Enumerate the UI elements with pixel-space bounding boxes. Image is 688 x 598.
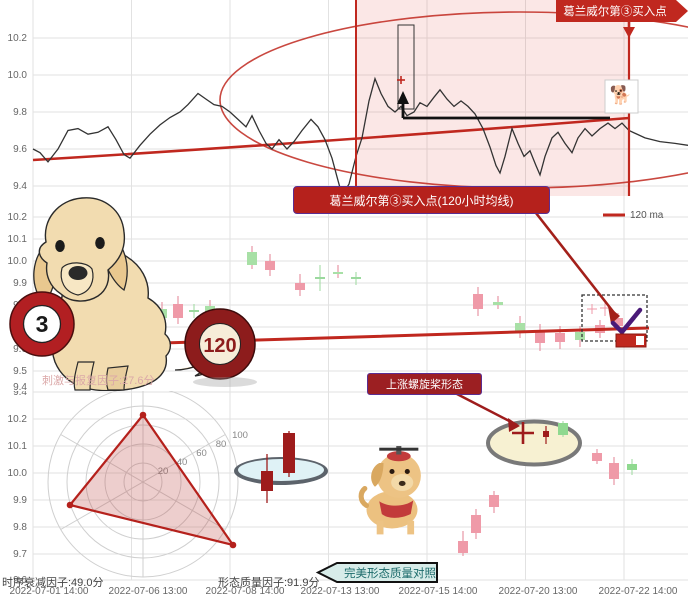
svg-text:葛兰威尔第③买入点: 葛兰威尔第③买入点	[563, 4, 667, 18]
svg-text:形态质量因子:91.9分: 形态质量因子:91.9分	[218, 576, 319, 589]
svg-text:100: 100	[232, 430, 248, 441]
svg-text:10.0: 10.0	[8, 256, 28, 267]
svg-text:10.1: 10.1	[8, 441, 28, 452]
svg-text:2022-07-22 14:00: 2022-07-22 14:00	[599, 586, 678, 597]
svg-text:3: 3	[36, 311, 49, 337]
svg-text:刺激与报复因子:27.6分: 刺激与报复因子:27.6分	[42, 373, 154, 387]
svg-text:🐕: 🐕	[610, 84, 632, 105]
svg-text:9.9: 9.9	[13, 278, 27, 289]
svg-text:2022-07-06 13:00: 2022-07-06 13:00	[109, 586, 188, 597]
svg-text:80: 80	[216, 439, 227, 450]
svg-text:9.4: 9.4	[13, 391, 27, 398]
svg-text:完美形态质量对照: 完美形态质量对照	[344, 566, 436, 580]
svg-text:2022-07-20 13:00: 2022-07-20 13:00	[499, 586, 578, 597]
svg-text:9.9: 9.9	[13, 495, 27, 506]
svg-text:9.7: 9.7	[13, 549, 27, 560]
svg-text:10.2: 10.2	[8, 414, 28, 425]
svg-text:时序衰减因子:49.0分: 时序衰减因子:49.0分	[2, 575, 103, 589]
svg-text:9.8: 9.8	[13, 522, 27, 533]
svg-text:10.2: 10.2	[8, 33, 28, 44]
svg-text:10.1: 10.1	[8, 234, 28, 245]
svg-text:120 ma: 120 ma	[630, 210, 664, 221]
svg-text:10.0: 10.0	[8, 468, 28, 479]
svg-text:2022-07-15 14:00: 2022-07-15 14:00	[399, 586, 478, 597]
svg-text:10.0: 10.0	[8, 70, 28, 81]
svg-text:120: 120	[203, 335, 236, 357]
svg-text:60: 60	[196, 448, 207, 459]
svg-text:9.5: 9.5	[13, 366, 27, 377]
svg-text:9.6: 9.6	[13, 144, 27, 155]
svg-text:9.8: 9.8	[13, 107, 27, 118]
svg-text:10.2: 10.2	[8, 212, 28, 223]
svg-text:9.4: 9.4	[13, 382, 27, 391]
svg-text:9.4: 9.4	[13, 181, 27, 192]
